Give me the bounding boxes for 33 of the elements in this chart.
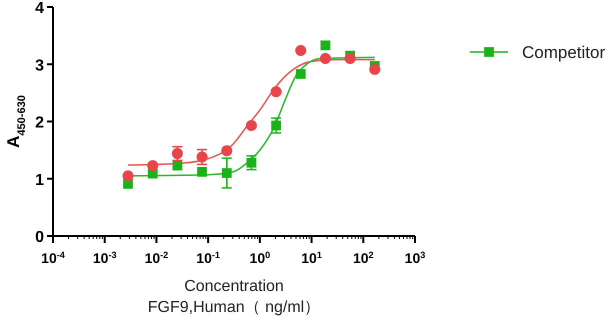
y-tick-label: 0: [35, 229, 44, 246]
point: [320, 53, 331, 64]
point: [270, 86, 282, 98]
point: [369, 64, 380, 75]
point: [246, 120, 257, 131]
point: [122, 170, 134, 182]
point: [296, 69, 306, 79]
point: [172, 148, 183, 160]
y-tick-label: 3: [35, 57, 44, 74]
point: [271, 120, 281, 130]
point: [344, 53, 356, 64]
point: [172, 160, 182, 170]
point: [147, 160, 158, 172]
x-axis-title: Concentration FGF9,Human（ ng/ml）: [148, 278, 320, 316]
y-tick-label: 4: [35, 0, 44, 17]
legend-label: Competitor: [522, 43, 606, 62]
x-tick-label: 10$^{-1}$: [196, 250, 220, 266]
point: [320, 40, 330, 50]
x-tick-label: 10$^{-3}$: [92, 250, 117, 266]
x-tick-label: 10$^{0}$: [250, 250, 270, 266]
point: [246, 158, 256, 168]
x-tick-label: 10$^{1}$: [301, 250, 322, 266]
x-tick-label: 10$^{3}$: [404, 250, 426, 266]
point: [295, 45, 306, 56]
y-tick-label: 1: [35, 172, 44, 189]
point: [221, 145, 232, 156]
point: [222, 168, 232, 178]
y-tick-label: 2: [35, 114, 44, 132]
x-tick-label: 10$^{2}$: [352, 250, 374, 266]
point: [197, 167, 207, 177]
x-tick-label: 10$^{-4}$: [41, 250, 66, 266]
point: [196, 152, 208, 162]
x-tick-label: 10$^{-2}$: [144, 250, 168, 266]
